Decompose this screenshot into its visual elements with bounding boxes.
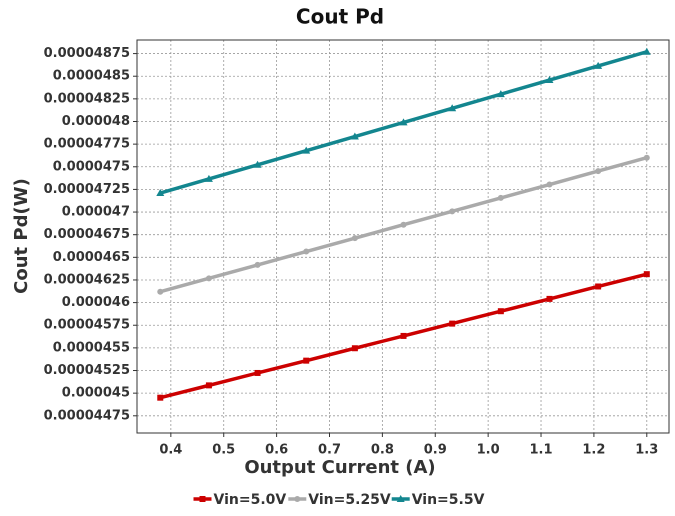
y-tick-label: 0.0000465 [53,250,130,265]
y-tick-label: 0.00004675 [44,227,130,242]
marker [204,174,213,182]
marker [497,194,504,201]
marker [205,275,212,282]
marker [643,154,650,161]
y-tick-label: 0.00004875 [44,46,130,61]
marker [399,118,408,126]
x-tick-label: 0.5 [212,443,235,458]
marker [253,160,262,168]
y-tick-label: 0.00004475 [44,408,130,423]
marker [254,261,261,268]
marker [205,382,212,389]
y-tick-label: 0.0000455 [53,340,130,355]
y-tick-label: 0.00004575 [44,318,130,333]
legend-label: Vin=5.25V [308,492,391,508]
marker [157,288,164,295]
marker [546,295,553,302]
marker [254,369,261,376]
marker [157,394,164,401]
x-tick-label: 0.9 [424,443,447,458]
marker [546,181,553,188]
y-tick-label: 0.00004775 [44,137,130,152]
y-tick-label: 0.0000475 [53,159,130,174]
legend-marker [199,496,206,502]
marker [156,189,165,197]
marker [351,345,358,352]
x-axis-label: Output Current (A) [244,457,435,478]
y-tick-label: 0.000048 [62,114,130,129]
y-tick-label: 0.00004625 [44,272,130,287]
legend-marker [396,495,405,502]
plot-frame [136,39,670,434]
marker [400,332,407,339]
y-tick-label: 0.0000485 [53,69,130,84]
marker [496,90,505,98]
marker [449,320,456,327]
x-tick-label: 1.3 [635,443,658,458]
y-axis-label: Cout Pd(W) [11,178,32,294]
marker [400,221,407,228]
y-tick-label: 0.000045 [62,386,130,401]
marker [497,308,504,315]
y-tick-label: 0.00004525 [44,363,130,378]
x-tick-label: 1.2 [582,443,605,458]
marker [302,146,311,154]
x-tick-label: 1.0 [477,443,500,458]
chart-title: Cout Pd [296,5,384,29]
legend-marker [294,496,301,502]
x-tick-label: 0.8 [371,443,394,458]
y-tick-label: 0.00004825 [44,91,130,106]
marker [351,235,358,242]
marker [303,357,310,364]
legend-label: Vin=5.0V [214,492,287,508]
y-tick-label: 0.000047 [62,205,130,220]
marker [642,47,651,55]
marker [595,283,602,290]
marker [350,132,359,140]
x-tick-label: 0.7 [318,443,341,458]
x-tick-label: 1.1 [530,443,553,458]
y-tick-label: 0.00004725 [44,182,130,197]
marker [643,271,650,278]
legend-label: Vin=5.5V [412,492,485,508]
marker [449,208,456,215]
y-tick-label: 0.000046 [62,295,130,310]
marker [303,248,310,255]
x-tick-label: 0.6 [265,443,288,458]
x-tick-label: 0.4 [159,443,182,458]
marker [448,104,457,112]
marker [595,168,602,175]
marker [545,76,554,84]
marker [594,61,603,69]
